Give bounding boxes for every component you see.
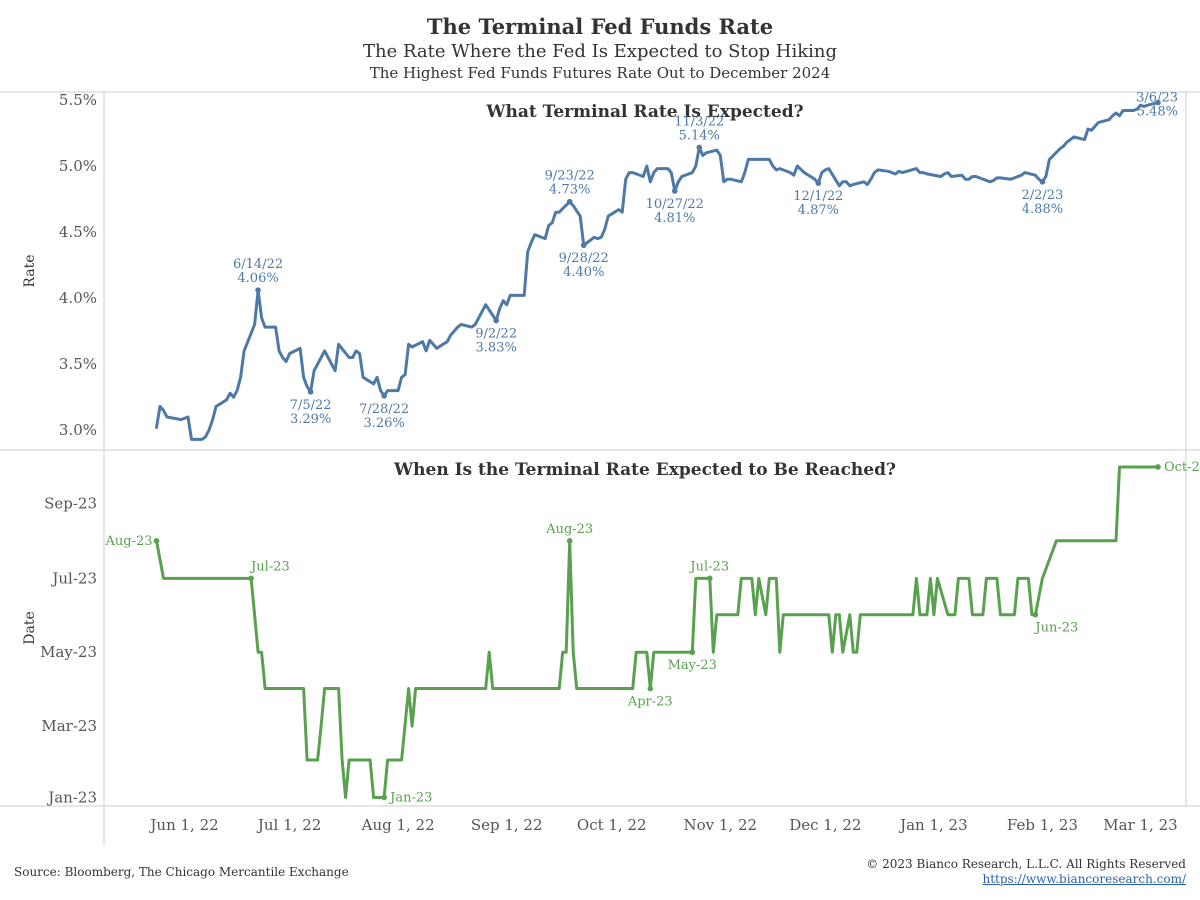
- annotation-label: 3/6/23: [1136, 91, 1178, 106]
- y-axis-title: Rate: [22, 254, 38, 287]
- annotation-label: Aug-23: [104, 534, 152, 549]
- annotation-point: [248, 575, 254, 582]
- annotation-label: 3.83%: [476, 341, 517, 356]
- x-tick-label: Dec 1, 22: [789, 816, 861, 834]
- annotation-label: 4.87%: [798, 203, 839, 218]
- annotation-label: 9/2/22: [475, 327, 517, 342]
- annotation-label: 5.14%: [679, 128, 720, 143]
- annotation-point: [1039, 179, 1046, 185]
- x-tick-label: Feb 1, 23: [1007, 816, 1078, 834]
- y-tick-label: 5.5%: [59, 91, 97, 109]
- annotation-label: Jan-23: [388, 791, 432, 806]
- annotation-label: 6/14/22: [233, 257, 283, 272]
- date-series-line: [155, 465, 1160, 799]
- x-tick-label: Jan 1, 23: [898, 816, 968, 834]
- y-tick-label: 4.5%: [59, 223, 97, 241]
- annotation-label: 2/2/23: [1022, 188, 1064, 203]
- x-tick-label: Jun 1, 22: [148, 816, 218, 834]
- annotation-label: Jun-23: [1033, 621, 1078, 636]
- annotation-label: 10/27/22: [646, 197, 704, 212]
- annotation-label: 4.40%: [563, 265, 604, 280]
- annotation-label: 3.29%: [290, 412, 331, 427]
- annotation-label: May-23: [668, 658, 717, 673]
- annotation-label: 11/3/22: [674, 114, 724, 129]
- annotation-label: 4.81%: [654, 211, 695, 226]
- page-title: The Terminal Fed Funds Rate: [426, 14, 774, 39]
- annotation-point: [580, 242, 587, 249]
- annotation-point: [381, 393, 387, 399]
- annotation-label: 4.73%: [549, 183, 590, 198]
- x-tick-label: Oct 1, 22: [577, 816, 647, 834]
- x-tick-label: Nov 1, 22: [683, 816, 757, 834]
- annotation-label: Jul-23: [688, 559, 729, 574]
- annotation-point: [696, 144, 703, 151]
- copyright-note: © 2023 Bianco Research, L.L.C. All Right…: [866, 857, 1186, 871]
- annotation-label: 4.06%: [237, 271, 278, 286]
- x-tick-label: Mar 1, 23: [1103, 816, 1177, 834]
- annotation-label: Oct-23: [1164, 460, 1200, 475]
- y-tick-label: Jul-23: [50, 569, 97, 587]
- x-tick-label: Sep 1, 22: [471, 816, 543, 834]
- annotation-label: 9/28/22: [559, 251, 609, 266]
- y-tick-label: May-23: [40, 643, 97, 661]
- annotation-label: 12/1/22: [793, 189, 843, 204]
- rate-series-line: [155, 101, 1160, 441]
- annotation-point: [566, 538, 573, 544]
- annotation-label: Jul-23: [249, 559, 290, 574]
- annotation-point: [647, 685, 654, 692]
- y-tick-label: 4.0%: [59, 289, 97, 307]
- x-tick-label: Aug 1, 22: [361, 816, 435, 834]
- annotation-point: [706, 575, 713, 582]
- annotation-point: [689, 649, 696, 656]
- annotation-point: [381, 794, 387, 801]
- annotation-point: [153, 538, 160, 544]
- annotation-label: Apr-23: [627, 695, 673, 710]
- annotation-point: [1032, 611, 1039, 618]
- annotation-label: 7/5/22: [290, 398, 332, 413]
- source-note: Source: Bloomberg, The Chicago Mercantil…: [14, 865, 349, 879]
- annotation-point: [1155, 99, 1161, 106]
- annotation-label: 5.48%: [1137, 105, 1178, 120]
- annotation-point: [255, 287, 261, 293]
- annotation-label: 3.26%: [363, 416, 404, 431]
- annotation-label: Aug-23: [545, 522, 593, 537]
- y-tick-label: Mar-23: [41, 717, 97, 735]
- annotation-point: [307, 389, 314, 395]
- panel-title: When Is the Terminal Rate Expected to Be…: [393, 460, 896, 480]
- annotation-point: [815, 180, 822, 186]
- x-tick-label: Jul 1, 22: [256, 816, 321, 834]
- y-tick-label: 3.5%: [59, 355, 97, 373]
- annotation-point: [671, 188, 678, 194]
- page-subtitle-2: The Highest Fed Funds Futures Rate Out t…: [369, 64, 831, 82]
- annotation-point: [493, 317, 499, 324]
- y-tick-label: Jan-23: [46, 789, 97, 807]
- annotation-label: 9/23/22: [545, 169, 595, 184]
- annotation-point: [566, 198, 573, 205]
- y-tick-label: Sep-23: [44, 494, 97, 512]
- annotation-label: 7/28/22: [359, 402, 409, 417]
- website-link[interactable]: https://www.biancoresearch.com/: [982, 872, 1186, 886]
- y-tick-label: 5.0%: [59, 157, 97, 175]
- panel-title: What Terminal Rate Is Expected?: [485, 102, 803, 122]
- annotation-point: [1155, 464, 1161, 470]
- y-tick-label: 3.0%: [59, 421, 97, 439]
- annotation-label: 4.88%: [1022, 202, 1063, 217]
- y-axis-title: Date: [22, 611, 38, 644]
- page-subtitle: The Rate Where the Fed Is Expected to St…: [362, 41, 838, 62]
